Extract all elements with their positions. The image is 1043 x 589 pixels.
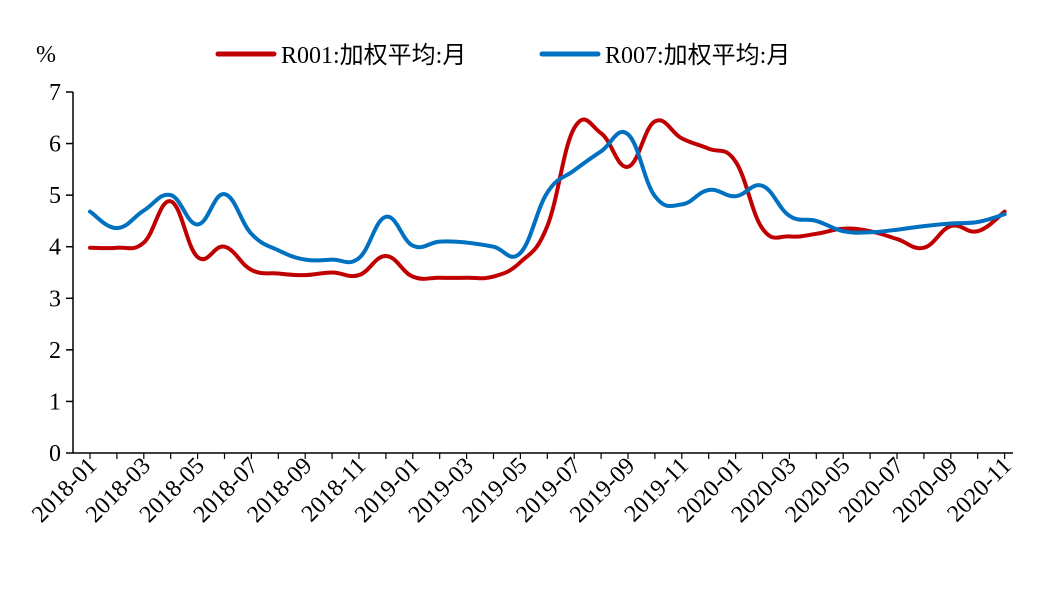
y-axis: 0 1 2 3 4 5 6 7 [49, 80, 74, 467]
legend-label: R001:加权平均:月 [281, 42, 466, 69]
y-axis-unit-label: % [36, 42, 56, 68]
y-tick-label: 3 [49, 286, 61, 312]
series-group [88, 117, 1007, 281]
legend: R001:加权平均:月 R007:加权平均:月 [215, 42, 790, 69]
y-tick-label: 2 [49, 338, 61, 364]
legend-label: R007:加权平均:月 [605, 42, 790, 69]
y-tick-label: 7 [49, 80, 61, 106]
y-tick-label: 0 [49, 441, 61, 467]
x-axis: 2018-012018-032018-052018-072018-092018-… [27, 452, 1017, 528]
y-tick-label: 1 [49, 389, 61, 415]
y-tick-label: 4 [49, 235, 61, 261]
series-line-r001 [88, 117, 1007, 281]
series-line-r007 [88, 130, 1007, 265]
y-tick-label: 5 [49, 183, 61, 209]
y-tick-label: 6 [49, 132, 61, 158]
